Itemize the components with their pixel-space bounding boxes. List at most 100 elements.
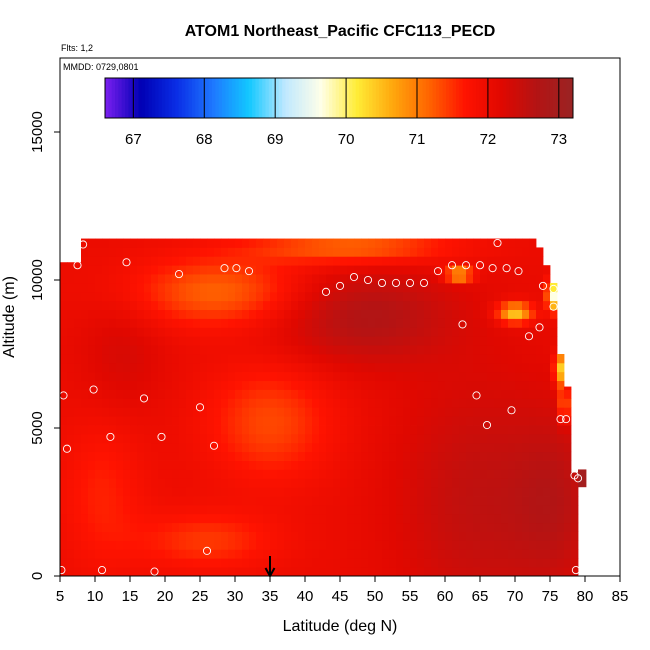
heatmap-cell-1736: [375, 282, 383, 293]
heatmap-cell-979: [235, 256, 243, 266]
heatmap-cell-79: [74, 504, 82, 515]
heatmap-cell-2380: [494, 300, 502, 310]
colorbar-segment-112: [479, 78, 484, 118]
heatmap-cell-1648: [361, 389, 369, 399]
heatmap-cell-2543: [529, 540, 537, 550]
heatmap-cell-2023: [431, 433, 439, 444]
heatmap-cell-1679: [368, 451, 376, 461]
heatmap-cell-848: [214, 407, 222, 417]
heatmap-cell-46: [67, 478, 75, 488]
heatmap-cell-1779: [382, 238, 390, 248]
heatmap-cell-2108: [445, 354, 453, 364]
colorbar-segment-71: [342, 78, 347, 118]
heatmap-cell-196: [95, 460, 103, 470]
heatmap-cell-2447: [508, 380, 516, 390]
heatmap-cell-1581: [347, 309, 355, 319]
heatmap-cell-1020: [249, 567, 257, 577]
heatmap-cell-2026: [431, 407, 439, 417]
heatmap-cell-568: [165, 531, 173, 541]
heatmap-cell-351: [123, 433, 131, 444]
heatmap-cell-506: [151, 407, 159, 417]
heatmap-cell-1527: [340, 451, 348, 461]
heatmap-cell-927: [228, 380, 236, 390]
heatmap-cell-431: [137, 398, 145, 408]
heatmap-cell-1623: [354, 274, 362, 284]
heatmap-cell-241: [102, 398, 110, 408]
heatmap-cell-2301: [480, 327, 488, 337]
heatmap-cell-2737: [571, 504, 579, 515]
heatmap-cell-296: [109, 247, 117, 257]
heatmap-cell-2665: [550, 433, 558, 444]
heatmap-cell-1560: [347, 496, 355, 506]
heatmap-cell-1595: [354, 522, 362, 532]
heatmap-cell-633: [172, 291, 180, 302]
colorbar-segment-63: [315, 78, 320, 118]
colorbar-segment-89: [402, 78, 407, 118]
heatmap-cell-2682: [550, 282, 558, 293]
heatmap-cell-502: [151, 442, 159, 453]
heatmap-cell-2212: [466, 442, 474, 453]
heatmap-cell-1843: [396, 345, 404, 355]
heatmap-cell-93: [74, 380, 82, 390]
heatmap-cell-1224: [284, 442, 292, 453]
heatmap-cell-890: [221, 371, 229, 382]
heatmap-cell-2255: [473, 398, 481, 408]
heatmap-cell-1115: [263, 398, 271, 408]
heatmap-cell-1951: [417, 398, 425, 408]
colorbar-segment-41: [242, 78, 246, 118]
heatmap-cell-589: [165, 345, 173, 355]
heatmap-cell-513: [151, 345, 159, 355]
heatmap-cell-2258: [473, 371, 481, 382]
heatmap-cell-189: [95, 522, 103, 532]
heatmap-cell-2430: [508, 531, 516, 541]
heatmap-cell-1624: [354, 265, 362, 275]
heatmap-cell-2558: [529, 407, 537, 417]
heatmap-cell-2051: [438, 522, 446, 532]
heatmap-cell-602: [172, 567, 180, 577]
heatmap-cell-600: [165, 247, 173, 257]
heatmap-cell-1068: [256, 478, 264, 488]
heatmap-cell-2157: [452, 256, 460, 266]
heatmap-cell-706: [186, 318, 194, 328]
heatmap-cell-2742: [578, 469, 587, 488]
colorbar-segment-83: [382, 78, 387, 118]
heatmap-cell-564: [165, 567, 173, 577]
colorbar-segment-87: [395, 78, 400, 118]
heatmap-cell-1656: [361, 318, 369, 328]
colorbar-frame: [104, 77, 574, 119]
heatmap-cell-607: [172, 522, 180, 532]
heatmap-cell-2135: [452, 451, 460, 461]
heatmap-cell-1263: [291, 433, 299, 444]
heatmap-cell-310: [116, 460, 124, 470]
heatmap-cell-2493: [515, 309, 523, 319]
heatmap-cell-923: [228, 416, 236, 426]
heatmap-cell-1989: [424, 398, 432, 408]
y-tick-label-1: 5000: [29, 411, 46, 444]
heatmap-cell-2540: [529, 567, 537, 577]
heatmap-cell-2566: [529, 336, 537, 346]
heatmap-cell-61: [67, 345, 75, 355]
heatmap-cell-309: [116, 469, 124, 479]
heatmap-cell-1058: [256, 567, 264, 577]
heatmap-cell-1613: [354, 362, 362, 373]
heatmap-cell-989: [242, 504, 250, 515]
heatmap-cell-562: [158, 247, 166, 257]
heatmap-cell-104: [74, 282, 82, 293]
heatmap-cell-2041: [431, 274, 439, 284]
heatmap-cell-1544: [340, 300, 348, 310]
heatmap-cell-1276: [291, 318, 299, 328]
heatmap-cell-1469: [326, 291, 334, 302]
heatmap-cell-2725: [564, 416, 572, 426]
heatmap-cell-1921: [410, 327, 418, 337]
heatmap-cell-328: [116, 300, 124, 310]
heatmap-cell-2044: [431, 247, 439, 257]
heatmap-cell-1466: [326, 318, 334, 328]
heatmap-cell-642: [179, 549, 187, 559]
heatmap-cell-774: [200, 389, 208, 399]
heatmap-cell-1669: [368, 540, 376, 550]
heatmap-cell-273: [109, 451, 117, 461]
heatmap-cell-601: [165, 238, 173, 248]
heatmap-cell-939: [228, 274, 236, 284]
heatmap-cell-1977: [424, 504, 432, 515]
heatmap-cell-2121: [445, 238, 453, 248]
